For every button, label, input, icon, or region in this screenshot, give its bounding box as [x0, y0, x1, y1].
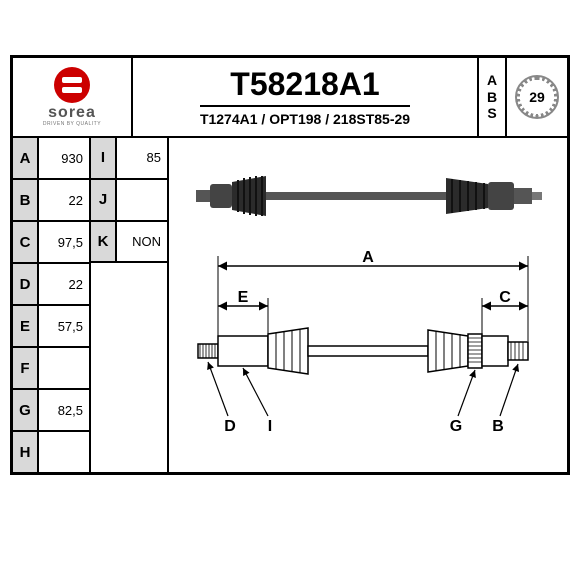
label-K: K	[91, 222, 117, 262]
product-image	[177, 146, 559, 246]
label-D: D	[13, 264, 39, 306]
body-area: A B C D E F G H 930 22 97,5 22 57,5 82,5…	[13, 138, 567, 472]
spec-sheet-frame: sorea DRIVEN BY QUALITY T58218A1 T1274A1…	[10, 55, 570, 475]
dim-label-A: A	[362, 249, 374, 266]
label-A: A	[13, 138, 39, 180]
value-J	[117, 180, 169, 220]
value-E: 57,5	[39, 306, 89, 348]
dim-label-B: B	[492, 418, 504, 435]
abs-b: B	[487, 89, 497, 106]
dim-label-C: C	[499, 289, 511, 306]
dim-label-I: I	[268, 418, 272, 435]
spec-row-K: K NON	[91, 222, 169, 264]
gear-teeth-value: 29	[529, 89, 545, 105]
label-J: J	[91, 180, 117, 220]
dimension-diagram: A	[177, 246, 559, 456]
label-E: E	[13, 306, 39, 348]
value-F	[39, 348, 89, 390]
logo-icon	[54, 67, 90, 103]
abs-s: S	[487, 105, 496, 122]
value-G: 82,5	[39, 390, 89, 432]
spec-values-left: 930 22 97,5 22 57,5 82,5	[39, 138, 91, 472]
abs-label-cell: A B S	[479, 58, 507, 136]
dim-label-G: G	[450, 418, 462, 435]
part-number: T58218A1	[230, 67, 379, 102]
spec-labels-left: A B C D E F G H	[13, 138, 39, 472]
title-cell: T58218A1 T1274A1 / OPT198 / 218ST85-29	[133, 58, 479, 136]
label-C: C	[13, 222, 39, 264]
value-H	[39, 432, 89, 472]
cross-references: T1274A1 / OPT198 / 218ST85-29	[200, 105, 410, 127]
spec-row-I: I 85	[91, 138, 169, 180]
label-G: G	[13, 390, 39, 432]
spec-row-J: J	[91, 180, 169, 222]
dim-label-E: E	[238, 289, 249, 306]
brand-tagline: DRIVEN BY QUALITY	[43, 121, 101, 127]
header-row: sorea DRIVEN BY QUALITY T58218A1 T1274A1…	[13, 58, 567, 138]
value-I: 85	[117, 138, 169, 178]
dim-label-D: D	[224, 418, 236, 435]
label-H: H	[13, 432, 39, 472]
value-C: 97,5	[39, 222, 89, 264]
value-D: 22	[39, 264, 89, 306]
value-A: 930	[39, 138, 89, 180]
gear-teeth-cell: 29	[507, 58, 567, 136]
value-K: NON	[117, 222, 169, 262]
gear-icon: 29	[515, 75, 559, 119]
spec-right-blank	[91, 263, 169, 472]
spec-column-right: I 85 J K NON	[91, 138, 169, 472]
diagram-area: A	[169, 138, 567, 472]
label-I: I	[91, 138, 117, 178]
value-B: 22	[39, 180, 89, 222]
brand-name: sorea	[48, 105, 96, 121]
label-B: B	[13, 180, 39, 222]
logo-cell: sorea DRIVEN BY QUALITY	[13, 58, 133, 136]
label-F: F	[13, 348, 39, 390]
abs-a: A	[487, 72, 497, 89]
